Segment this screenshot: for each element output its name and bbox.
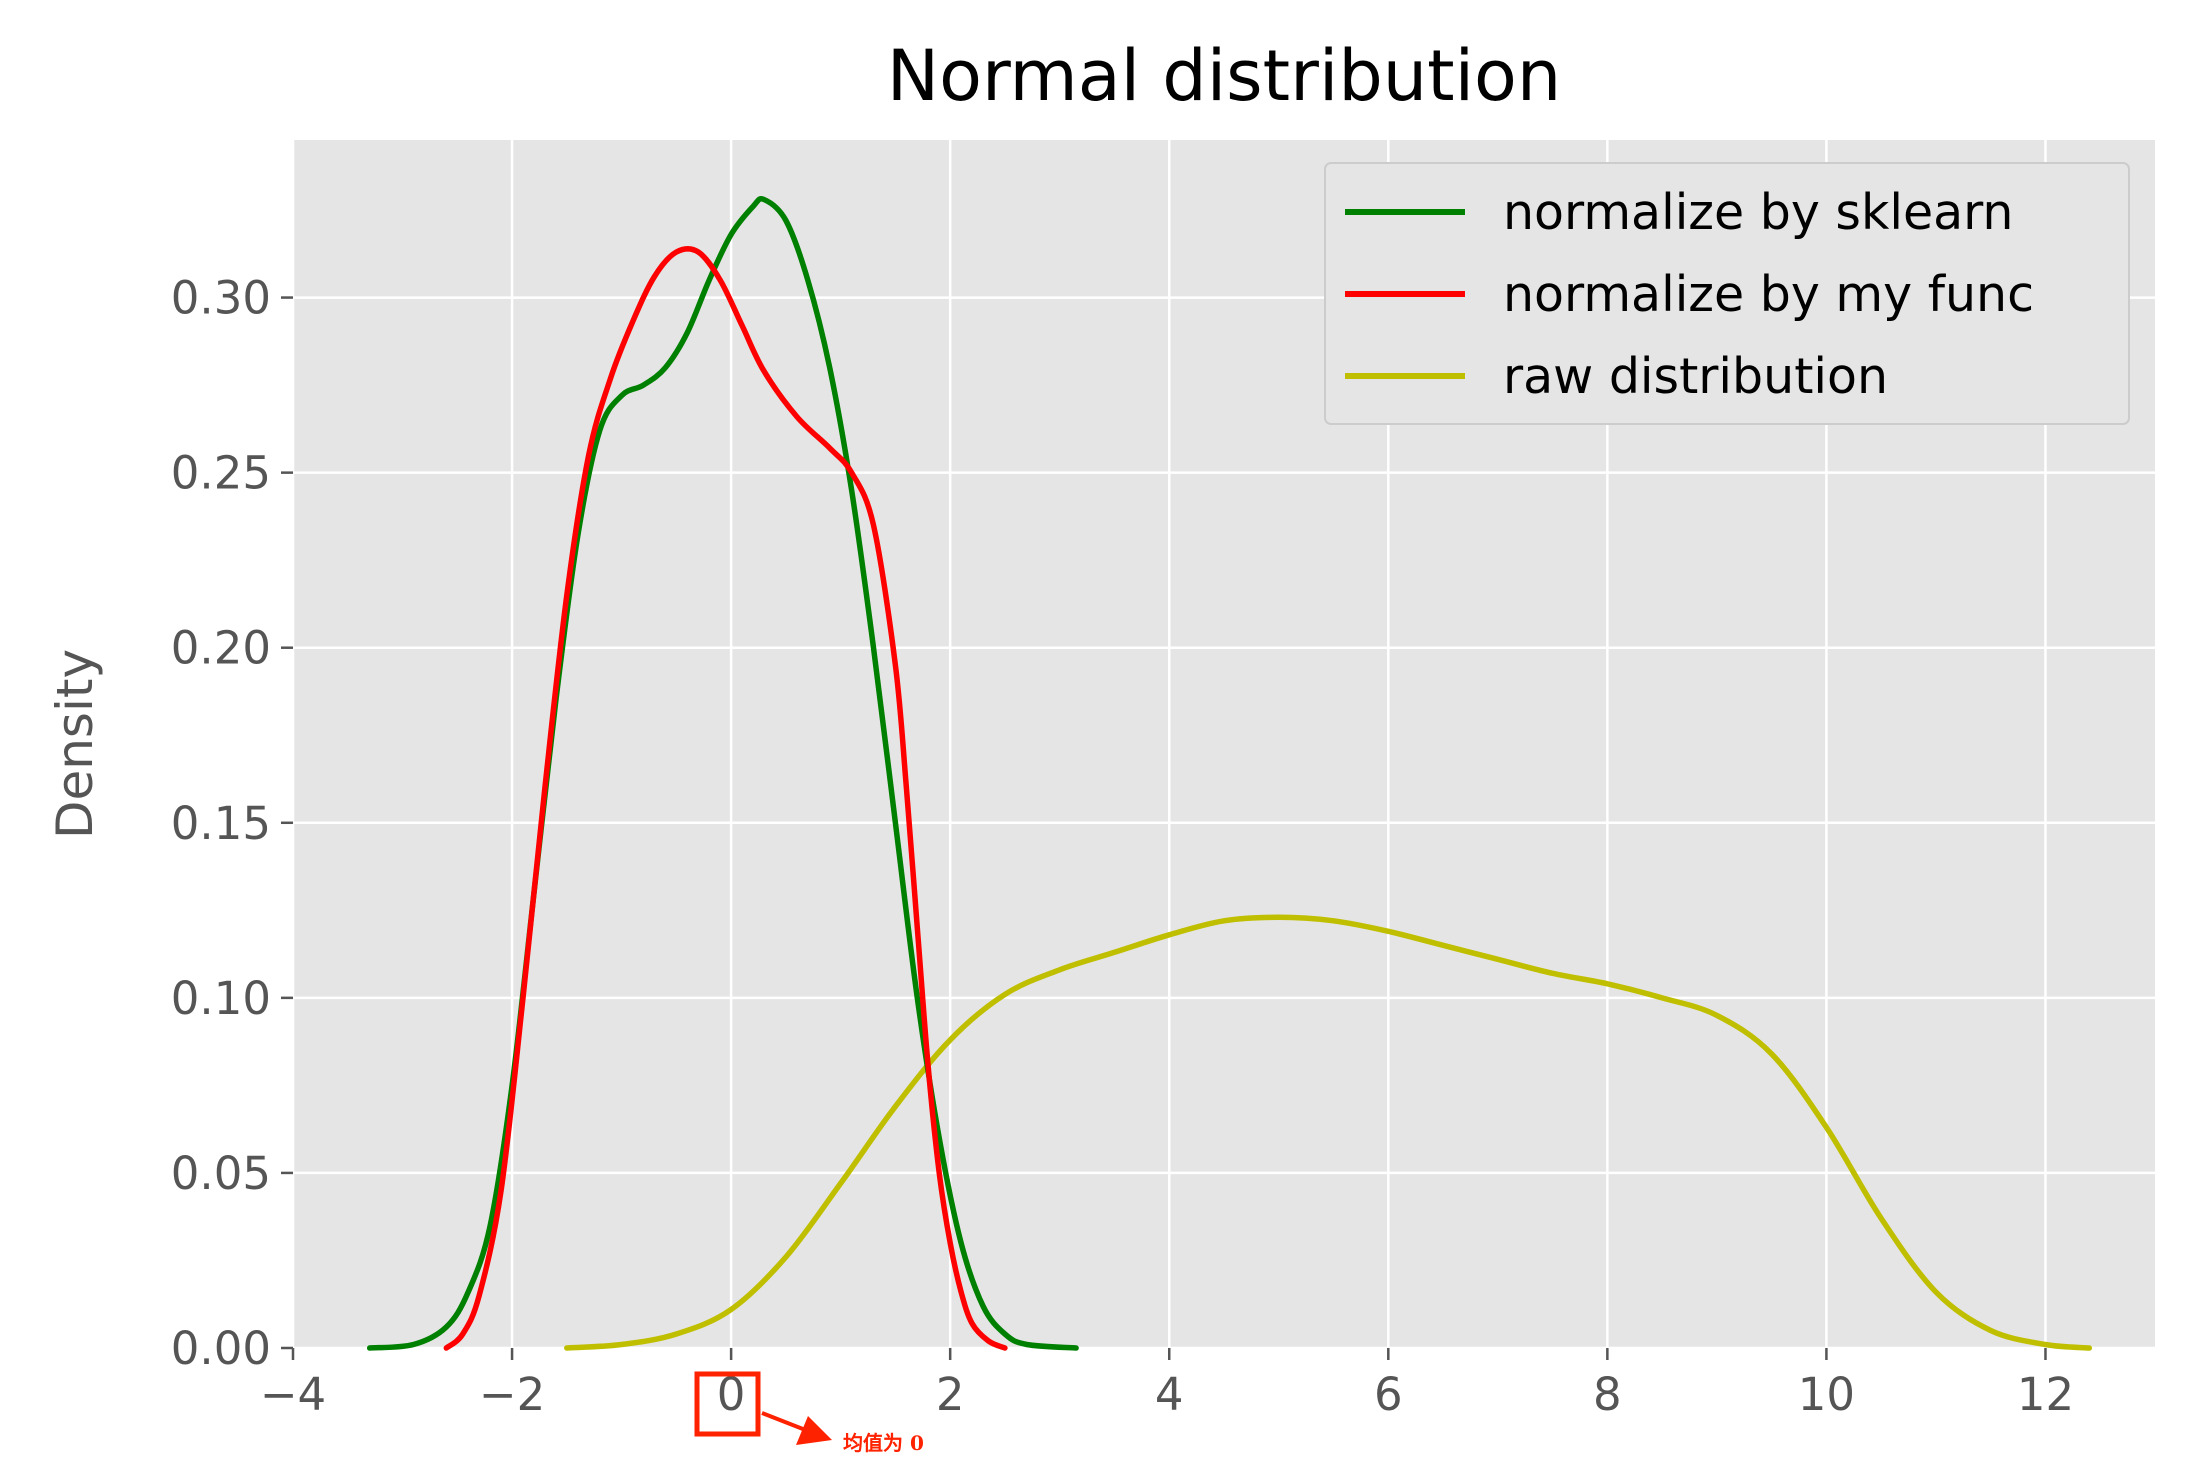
y-tick-label: 0.15 <box>171 797 271 850</box>
x-tick-label: −2 <box>479 1368 545 1421</box>
x-tick-label: 6 <box>1374 1368 1403 1421</box>
legend-box <box>1324 162 2130 425</box>
annotation-arrow-head <box>796 1416 832 1445</box>
x-tick-label: 12 <box>2017 1368 2074 1421</box>
x-axis: −4 −2 0 2 4 6 8 10 12 <box>260 1348 2074 1421</box>
x-tick-label: 10 <box>1798 1368 1855 1421</box>
y-tick-label: 0.10 <box>171 972 271 1025</box>
annotation-box <box>694 1371 761 1437</box>
y-tick-label: 0.20 <box>171 622 271 675</box>
series-line-normalize-by-my-func <box>443 246 1008 1351</box>
annotation-arrow <box>761 1411 809 1433</box>
mean-annotation: 均值为 0 <box>694 1371 924 1455</box>
legend-label-normalize-by-sklearn: normalize by sklearn <box>1503 184 2013 241</box>
y-tick-label: 0.25 <box>171 447 271 500</box>
series-line-raw-distribution <box>564 914 2093 1351</box>
x-tick-label: 2 <box>936 1368 965 1421</box>
x-tick-label: 4 <box>1155 1368 1184 1421</box>
y-tick-label: 0.05 <box>171 1147 271 1200</box>
y-axis-label: Density <box>46 649 104 839</box>
x-tick-label: 0 <box>717 1368 746 1421</box>
x-tick-label: −4 <box>260 1368 326 1421</box>
legend-label-normalize-by-my-func: normalize by my func <box>1503 266 2034 323</box>
y-axis: 0.00 0.05 0.10 0.15 0.20 0.25 0.30 <box>171 272 293 1375</box>
annotation-text: 均值为 0 <box>843 1431 924 1455</box>
legend: normalize by sklearn normalize by my func… <box>1324 162 2130 425</box>
legend-label-raw-distribution: raw distribution <box>1503 348 1888 405</box>
series-lines <box>366 196 2093 1351</box>
y-tick-label: 0.30 <box>171 272 271 325</box>
chart-title: Normal distribution <box>887 35 1561 117</box>
x-tick-label: 8 <box>1593 1368 1622 1421</box>
y-tick-label: 0.00 <box>171 1322 271 1375</box>
